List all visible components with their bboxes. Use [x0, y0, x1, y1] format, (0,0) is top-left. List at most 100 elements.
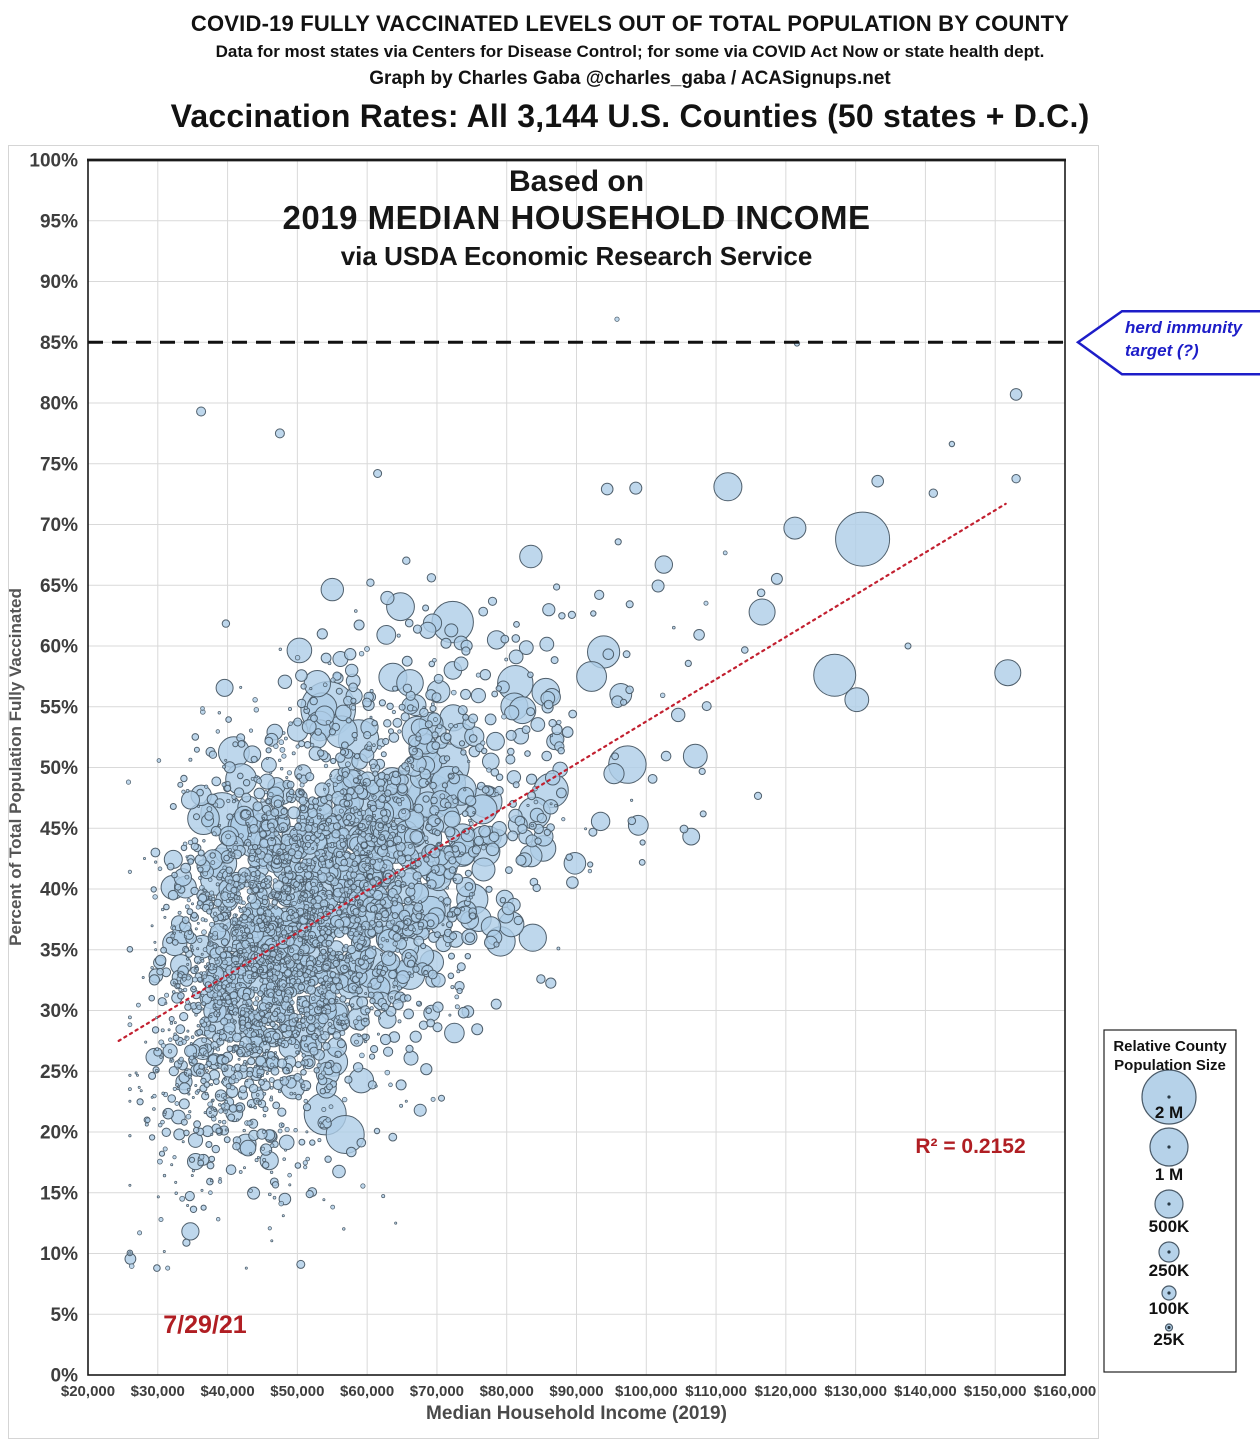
county-bubble [208, 902, 213, 907]
county-bubble [186, 908, 194, 916]
county-bubble [471, 857, 496, 882]
county-bubble [275, 927, 281, 933]
county-bubble [237, 1015, 241, 1019]
county-bubble [157, 1122, 163, 1128]
county-bubble [239, 1139, 257, 1157]
county-bubble [307, 1015, 314, 1021]
county-bubble [372, 889, 384, 901]
county-bubble [227, 911, 231, 916]
county-bubble [252, 1000, 259, 1007]
county-bubble [293, 980, 297, 984]
county-bubble [333, 863, 340, 870]
county-bubble [339, 749, 347, 756]
county-bubble [394, 879, 402, 887]
county-bubble [566, 876, 579, 889]
county-bubble [265, 756, 269, 760]
county-bubble [444, 801, 452, 809]
county-bubble [314, 969, 318, 974]
county-bubble [187, 858, 194, 865]
county-bubble [212, 911, 218, 916]
county-bubble [339, 926, 344, 932]
county-bubble [181, 1222, 200, 1241]
county-bubble [335, 998, 339, 1003]
county-bubble [305, 797, 309, 801]
county-bubble [288, 721, 293, 726]
county-bubble [282, 799, 285, 803]
county-bubble [275, 915, 280, 920]
x-tick-label: $60,000 [340, 1383, 394, 1400]
county-bubble [654, 555, 673, 574]
county-bubble [397, 1019, 402, 1024]
county-bubble [222, 959, 228, 966]
county-bubble [457, 705, 468, 716]
county-bubble [248, 728, 254, 733]
county-bubble [376, 1032, 380, 1036]
county-bubble [373, 1127, 381, 1135]
county-bubble [128, 1073, 132, 1077]
county-bubble [335, 1015, 340, 1020]
county-bubble [275, 856, 280, 860]
county-bubble [310, 898, 317, 905]
county-bubble [225, 781, 231, 786]
county-bubble [426, 573, 437, 583]
county-bubble [357, 1033, 361, 1038]
county-bubble [209, 1105, 213, 1109]
county-bubble [295, 669, 308, 682]
county-bubble [561, 817, 566, 822]
y-tick-label: 25% [40, 1062, 78, 1083]
county-bubble [325, 719, 331, 726]
county-bubble [316, 986, 321, 991]
county-bubble [281, 753, 287, 759]
county-bubble [431, 731, 439, 739]
county-bubble [181, 789, 186, 794]
county-bubble [359, 905, 367, 913]
county-bubble [382, 737, 390, 746]
county-bubble [262, 1091, 267, 1096]
county-bubble [415, 912, 423, 920]
county-bubble [285, 776, 289, 779]
county-bubble [356, 1015, 362, 1021]
county-bubble [387, 780, 392, 786]
county-bubble [278, 950, 282, 954]
county-bubble [273, 743, 279, 749]
county-bubble [285, 1025, 292, 1032]
county-bubble [565, 853, 573, 861]
county-bubble [506, 770, 522, 785]
county-bubble [404, 1099, 408, 1103]
county-bubble [356, 926, 363, 932]
county-bubble [224, 915, 229, 920]
county-bubble [330, 757, 337, 765]
county-bubble [361, 925, 366, 930]
date-annotation: 7/29/21 [163, 1311, 247, 1339]
county-bubble [353, 753, 361, 760]
county-bubble [558, 612, 566, 620]
county-bubble [325, 1008, 331, 1015]
county-bubble [256, 917, 263, 925]
county-bubble [196, 1004, 202, 1010]
county-bubble [301, 1053, 306, 1058]
county-bubble [404, 854, 412, 862]
county-bubble [219, 996, 224, 1000]
county-bubble [499, 897, 507, 904]
county-bubble [629, 481, 643, 495]
county-bubble [611, 752, 619, 761]
county-bubble [584, 827, 588, 831]
county-bubble [298, 899, 302, 903]
county-bubble [211, 1114, 215, 1118]
county-bubble [325, 922, 330, 927]
county-bubble [210, 998, 214, 1001]
county-bubble [181, 1140, 185, 1144]
county-bubble [227, 1039, 231, 1043]
county-bubble [269, 1143, 275, 1148]
county-bubble [507, 747, 515, 756]
y-tick-label: 60% [40, 637, 78, 658]
y-tick-label: 85% [40, 333, 78, 354]
county-bubble [369, 920, 375, 926]
county-bubble [397, 850, 404, 857]
county-bubble [198, 1154, 205, 1160]
county-bubble [230, 1074, 237, 1080]
county-bubble [245, 841, 251, 847]
county-bubble [263, 1041, 267, 1046]
county-bubble [362, 697, 372, 708]
county-bubble [364, 955, 369, 961]
